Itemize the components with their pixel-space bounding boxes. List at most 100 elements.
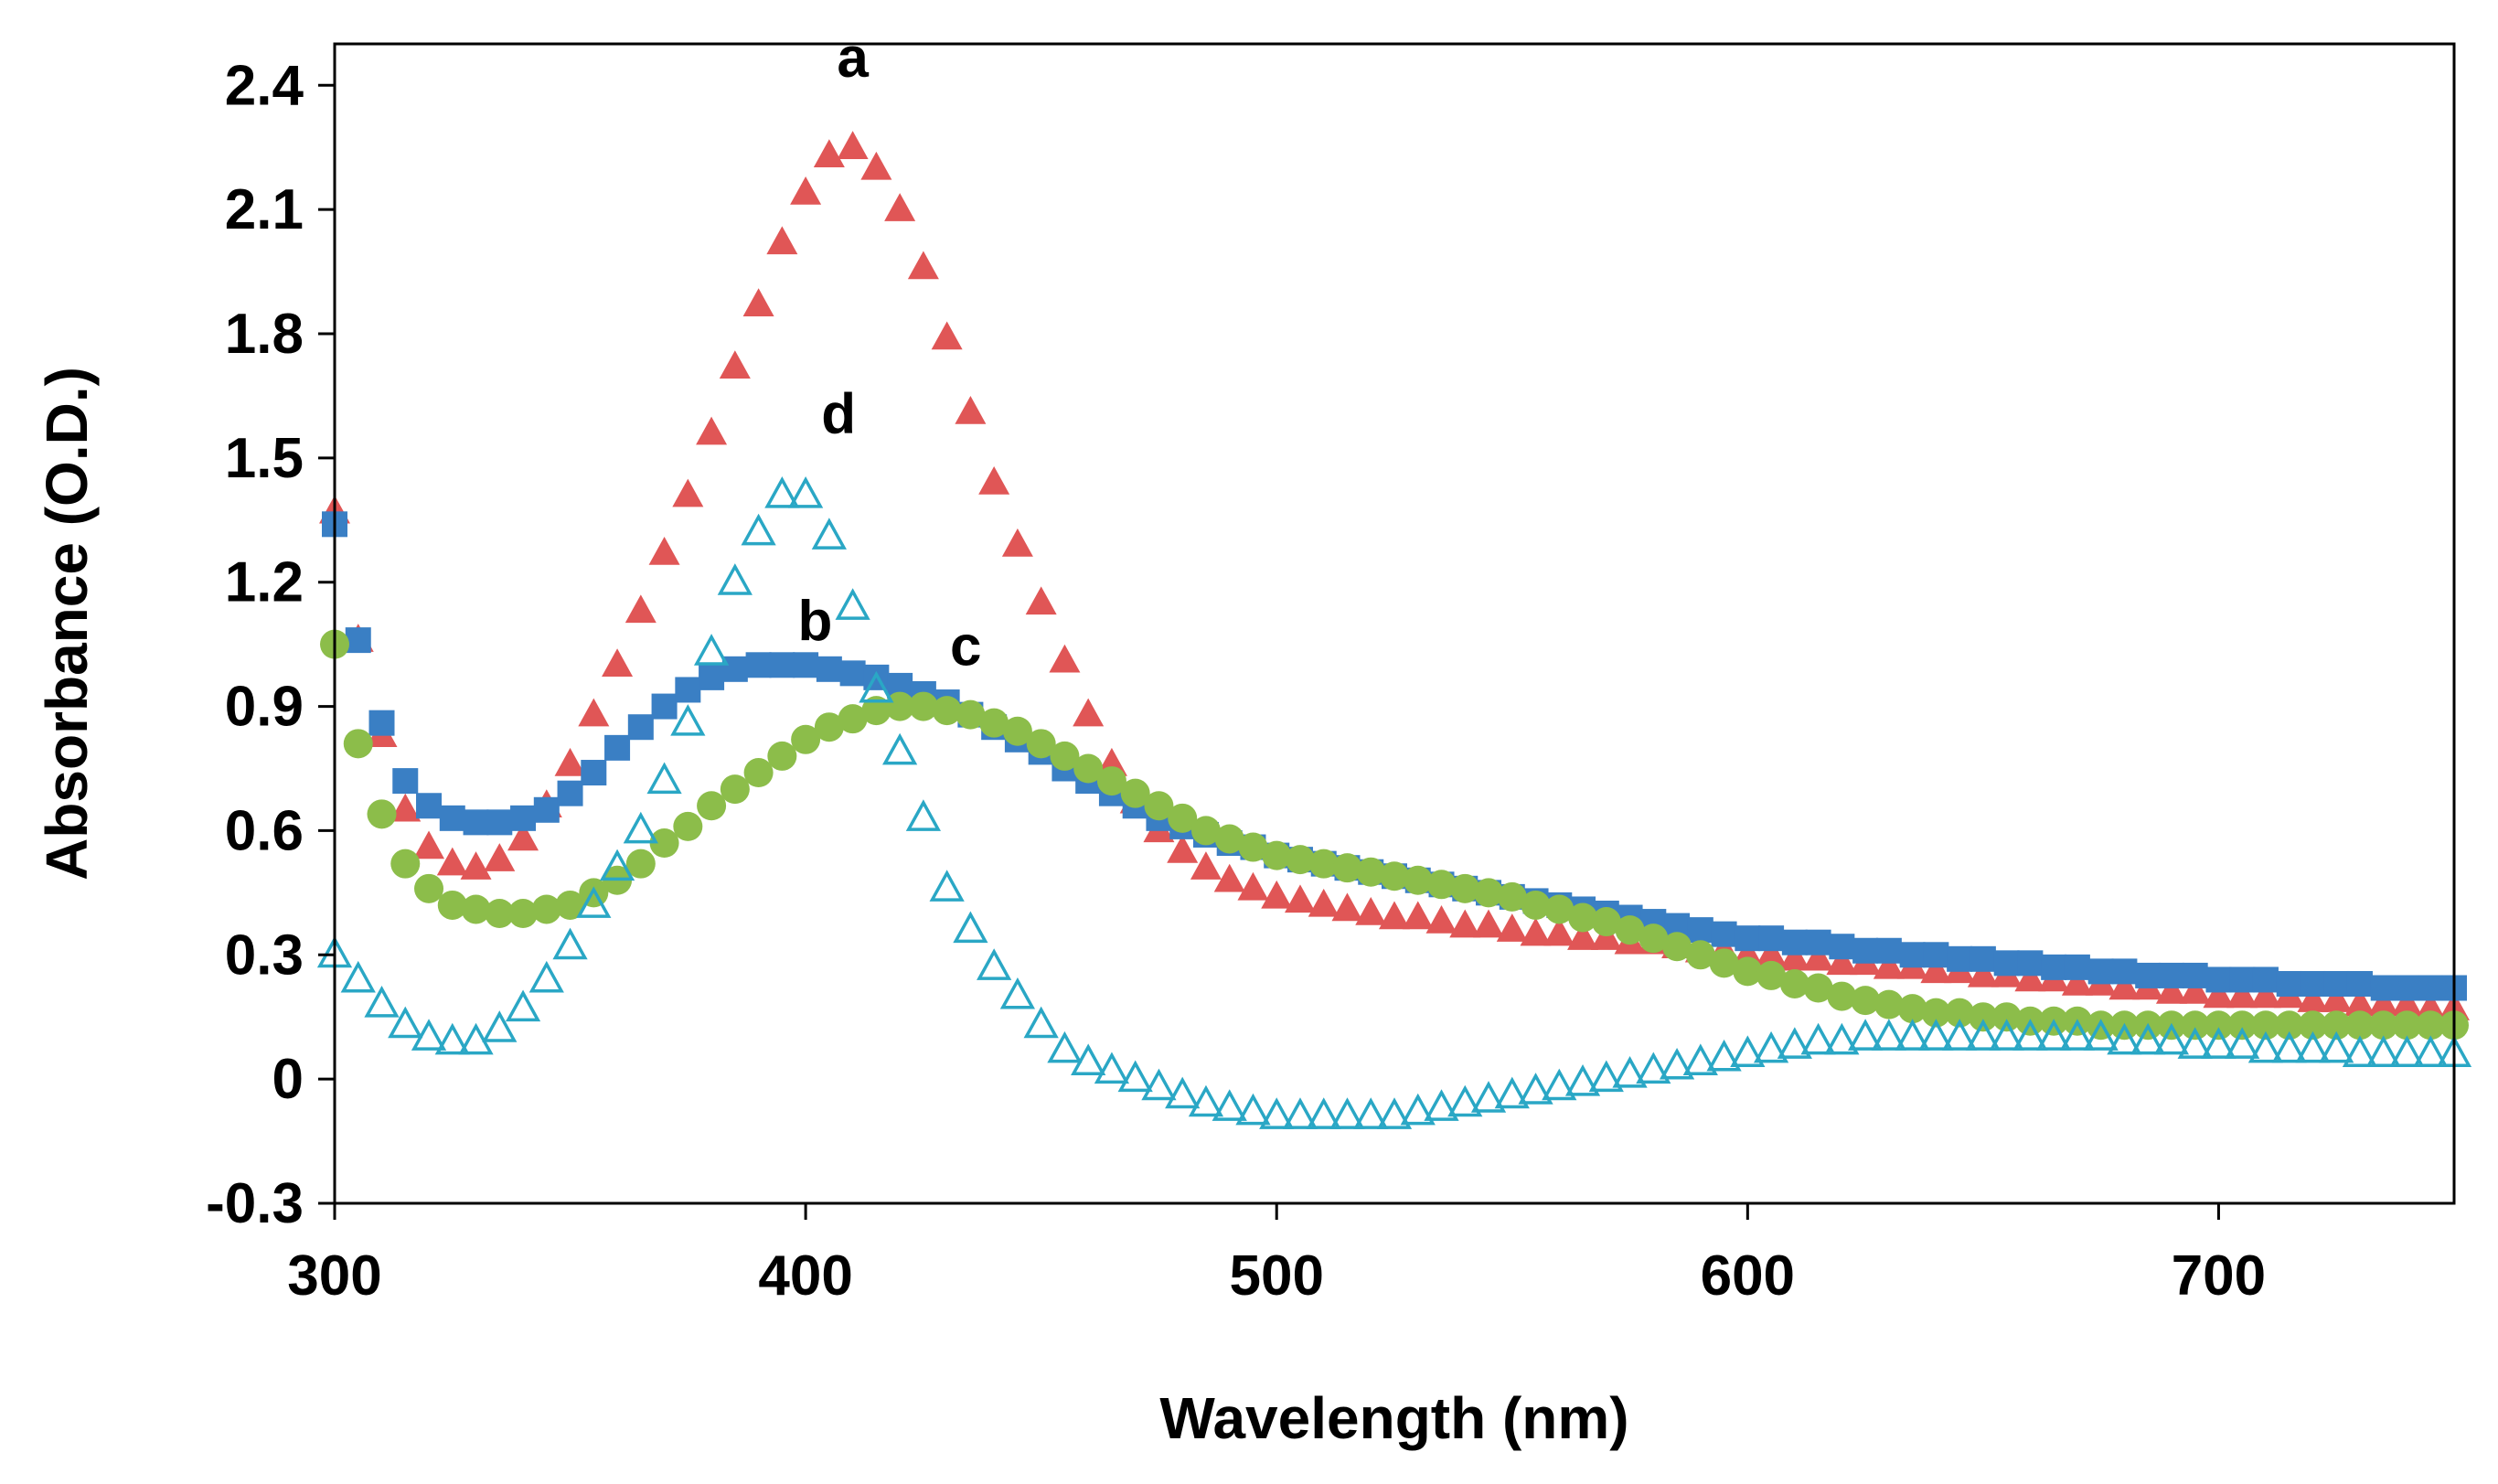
data-point-a bbox=[602, 648, 634, 678]
data-point-c bbox=[1190, 816, 1221, 846]
data-point-c bbox=[814, 712, 844, 742]
data-point-c bbox=[885, 691, 915, 721]
data-point-d bbox=[1071, 1043, 1106, 1076]
data-point-b bbox=[2205, 966, 2232, 993]
data-point-c bbox=[1615, 915, 1645, 945]
data-point-a bbox=[1213, 863, 1245, 892]
data-point-b bbox=[416, 793, 443, 819]
data-point-c bbox=[2250, 1010, 2280, 1041]
data-point-d bbox=[1353, 1097, 1389, 1129]
data-point-c bbox=[838, 704, 868, 734]
series-c bbox=[320, 629, 2469, 1041]
data-point-c bbox=[1568, 902, 1598, 933]
data-point-b bbox=[699, 664, 725, 690]
data-point-c bbox=[1779, 968, 1809, 998]
data-point-c bbox=[1874, 989, 1904, 1020]
data-point-d bbox=[1047, 1030, 1083, 1063]
data-point-d bbox=[2177, 1027, 2213, 1059]
y-tick-label: 1.2 bbox=[225, 551, 304, 614]
data-point-d bbox=[764, 475, 800, 508]
data-point-b bbox=[839, 660, 866, 687]
data-point-d bbox=[2012, 1019, 2048, 1051]
data-point-a bbox=[1802, 942, 1834, 971]
y-tick-label: 2.1 bbox=[225, 178, 304, 241]
data-point-a bbox=[1425, 905, 1457, 934]
data-point-a bbox=[1237, 871, 1269, 901]
data-point-b bbox=[2087, 958, 2114, 985]
x-tick-label: 500 bbox=[1229, 1244, 1323, 1308]
data-point-a bbox=[554, 747, 586, 776]
data-point-b bbox=[2418, 975, 2444, 1001]
data-point-d bbox=[623, 811, 658, 844]
data-point-d bbox=[741, 513, 776, 546]
y-tick-label: 0.6 bbox=[225, 799, 304, 862]
data-point-d bbox=[2365, 1035, 2401, 1067]
data-point-b bbox=[1805, 929, 1831, 956]
data-point-d bbox=[1117, 1060, 1153, 1093]
data-point-b bbox=[1993, 950, 2020, 977]
data-point-a bbox=[860, 151, 892, 180]
data-point-b bbox=[533, 796, 560, 823]
data-point-b bbox=[1711, 921, 1737, 947]
data-point-b bbox=[2370, 975, 2397, 1001]
data-point-b bbox=[1735, 925, 1761, 952]
data-point-d bbox=[1800, 1022, 1836, 1055]
data-point-a bbox=[1826, 946, 1858, 976]
data-point-c bbox=[955, 699, 986, 730]
data-point-b bbox=[2111, 958, 2138, 985]
data-point-a bbox=[1473, 909, 1505, 938]
data-point-d bbox=[1400, 1093, 1436, 1126]
data-point-c bbox=[1968, 1002, 1998, 1032]
y-tick-label: -0.3 bbox=[206, 1172, 304, 1235]
series-labels: a d b c bbox=[797, 27, 981, 678]
data-point-a bbox=[507, 822, 539, 851]
data-point-a bbox=[436, 847, 468, 876]
data-point-d bbox=[717, 563, 753, 595]
data-point-d bbox=[1918, 1019, 1954, 1051]
data-point-c bbox=[555, 890, 585, 920]
data-point-a bbox=[931, 321, 963, 350]
data-point-b bbox=[816, 656, 842, 682]
data-point-d bbox=[1424, 1089, 1459, 1121]
data-point-a bbox=[1567, 922, 1599, 950]
data-point-c bbox=[1709, 948, 1739, 978]
data-point-c bbox=[1262, 840, 1292, 870]
data-point-b bbox=[2017, 950, 2044, 977]
data-point-d bbox=[1141, 1068, 1177, 1101]
data-point-a bbox=[766, 226, 798, 255]
x-axis-title: Wavelength (nm) bbox=[1159, 1385, 1628, 1451]
data-point-b bbox=[2041, 954, 2067, 980]
data-point-a bbox=[2179, 976, 2211, 1004]
data-point-c bbox=[1591, 907, 1621, 937]
data-point-c bbox=[1827, 981, 1857, 1011]
data-point-a bbox=[1284, 884, 1316, 913]
data-point-d bbox=[2059, 1019, 2096, 1051]
data-point-d bbox=[1306, 1097, 1341, 1129]
data-point-a bbox=[1496, 913, 1528, 942]
data-point-c bbox=[673, 811, 703, 841]
data-point-d bbox=[999, 977, 1036, 1009]
data-point-b bbox=[1687, 917, 1713, 944]
data-point-c bbox=[1991, 1002, 2022, 1032]
data-point-a bbox=[624, 594, 657, 624]
data-point-b bbox=[392, 768, 419, 795]
series-label-d: d bbox=[821, 383, 856, 446]
data-point-a bbox=[1331, 892, 1363, 922]
data-point-d bbox=[482, 1010, 518, 1042]
data-point-d bbox=[2319, 1030, 2354, 1063]
data-point-d bbox=[1895, 1019, 1930, 1051]
series-label-c: c bbox=[950, 614, 981, 678]
data-point-c bbox=[461, 894, 491, 924]
data-point-c bbox=[1945, 998, 1975, 1028]
data-point-d bbox=[1094, 1052, 1130, 1084]
data-point-d bbox=[2247, 1030, 2284, 1063]
x-tick-label: 700 bbox=[2172, 1244, 2266, 1308]
data-point-d bbox=[2271, 1030, 2307, 1063]
data-point-c bbox=[1851, 986, 1881, 1016]
data-point-d bbox=[2153, 1022, 2190, 1055]
data-point-d bbox=[1494, 1076, 1530, 1109]
data-point-b bbox=[1875, 937, 1902, 964]
y-axis-ticks: -0.3 0 0.3 0.6 0.9 1.2 1.5 1.8 2.1 2.4 bbox=[206, 54, 335, 1235]
data-point-b bbox=[745, 652, 772, 678]
